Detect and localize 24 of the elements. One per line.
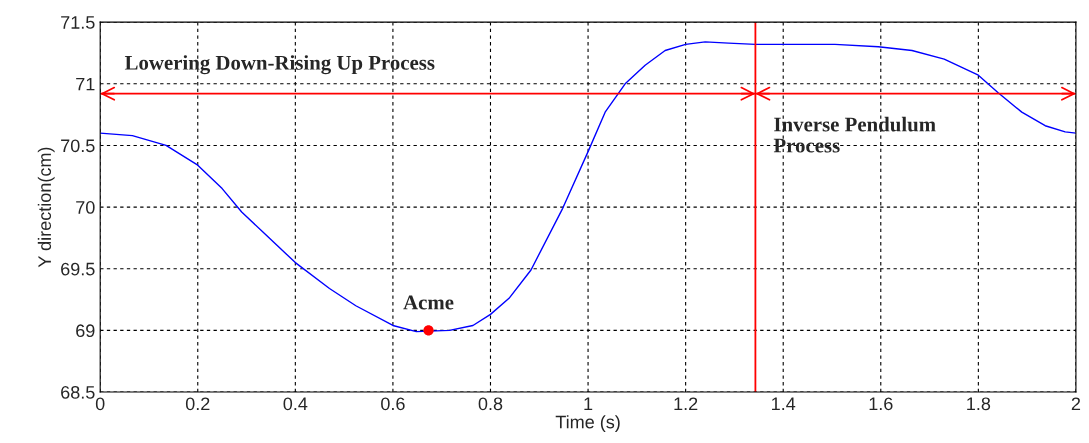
x-tick-label: 0	[95, 397, 105, 411]
annotation: Lowering Down-Rising Up Process	[124, 55, 435, 75]
y-tick-label: 69.5	[61, 262, 95, 276]
x-tick-label: 1.4	[772, 397, 796, 410]
y-axis-title: Y direction(cm)	[37, 147, 55, 268]
x-tick-label: 1.2	[674, 397, 698, 410]
x-axis-title: Time (s)	[555, 415, 620, 432]
y-tick-label: 69	[76, 324, 95, 338]
x-tick-label: 1	[584, 397, 593, 410]
y-tick-label: 71.5	[61, 16, 95, 29]
y-tick-label: 70.5	[61, 139, 95, 153]
line-series	[100, 41, 1076, 333]
y-tick-label: 68.5	[61, 385, 95, 399]
y-tick-label: 71	[76, 77, 95, 91]
x-tick-label: 0.8	[478, 397, 503, 411]
y-tick-label: 70	[76, 201, 95, 214]
annotation: Inverse Pendulum Process	[773, 116, 936, 153]
x-tick-label: 0.4	[283, 397, 308, 411]
x-tick-label: 1.8	[967, 397, 991, 411]
x-tick-label: 2	[1071, 397, 1081, 410]
x-tick-label: 0.2	[185, 397, 210, 411]
annotation: Acme	[403, 295, 454, 310]
x-tick-label: 1.6	[869, 397, 893, 411]
x-tick-label: 0.6	[381, 397, 405, 411]
